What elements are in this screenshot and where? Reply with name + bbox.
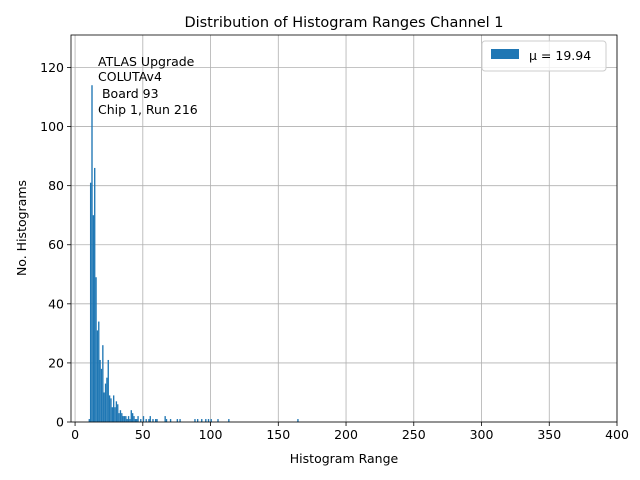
x-tick-label: 300 [470,427,494,442]
histogram-bar [126,419,128,422]
x-axis-ticks: 0 50 100 150 200 250 300 350 400 [71,422,629,442]
histogram-bar [108,395,111,422]
y-tick-label: 40 [48,296,64,311]
histogram-bar [123,416,126,422]
x-tick-label: 350 [537,427,561,442]
histogram-bar [92,215,95,422]
histogram-bar [119,410,122,422]
histogram-bar [148,419,150,422]
x-tick-label: 150 [266,427,290,442]
histogram-bar [125,416,127,422]
chart-title: Distribution of Histogram Ranges Channel… [184,15,503,31]
histogram-bar [129,419,131,422]
annotation-text: ATLAS Upgrade COLUTAv4 Board 93 Chip 1, … [98,54,198,117]
histogram-bar [122,416,124,422]
x-tick-label: 400 [605,427,629,442]
histogram-bar [127,416,130,422]
histogram-bar [100,368,103,422]
histogram-bar [133,416,135,422]
histogram-bar [89,182,92,422]
histogram-bar [107,359,109,422]
histogram-bar [210,419,212,422]
histogram-bar [106,377,108,422]
histogram-bar [176,419,179,422]
histogram-bar [98,321,100,422]
histogram-bar [205,419,207,422]
histogram-bar [103,392,105,422]
histogram-bar [96,330,99,422]
x-axis-label: Histogram Range [290,451,399,466]
annotation-line: COLUTAv4 [98,69,162,84]
histogram-bar [201,419,203,422]
histogram-bar [169,419,172,422]
histogram-bar [155,419,157,422]
histogram-bar [102,345,104,422]
plot-background [71,35,617,422]
histogram-bar [130,410,132,422]
histogram-bar [179,419,181,422]
histogram-bar [228,419,230,422]
histogram-bar [152,419,154,422]
x-tick-label: 100 [199,427,223,442]
histogram-bar [164,416,166,422]
histogram-bar [91,85,93,422]
histogram-bar [88,419,90,422]
y-tick-label: 60 [48,237,64,252]
y-axis-ticks: 0 20 40 60 80 100 120 [40,60,71,430]
histogram-bar [131,413,134,422]
y-tick-label: 20 [48,355,64,370]
histogram-bar [217,419,219,422]
histogram-bar [134,419,137,422]
histogram-bar [121,413,123,422]
histogram-bar [111,407,113,422]
histogram-bar [165,419,168,422]
histogram-bar [197,419,199,422]
histogram-bar [297,419,299,422]
annotation-line: ATLAS Upgrade [98,54,195,69]
histogram-bar [118,413,120,422]
y-tick-label: 80 [48,178,64,193]
histogram-bar [194,419,196,422]
annotation-line: Chip 1, Run 216 [98,102,198,117]
histogram-bar [115,401,118,422]
legend-box [481,40,607,72]
y-tick-label: 100 [40,119,64,134]
histogram-bar [156,419,158,422]
x-tick-label: 250 [402,427,426,442]
legend-label: μ = 19.94 [529,48,591,63]
histogram-bar [142,416,145,422]
x-tick-label: 200 [334,427,358,442]
histogram-bar [114,407,116,422]
y-tick-label: 120 [40,60,64,75]
y-axis-label: No. Histograms [14,180,29,276]
y-tick-label: 0 [56,415,64,430]
histogram-bar [149,416,151,422]
plot-frame [70,34,618,423]
x-tick-label: 0 [71,427,79,442]
histogram-bar [207,419,210,422]
histogram-bar [140,419,142,422]
histogram-bar [99,359,101,422]
annotation-line: Board 93 [98,86,159,101]
legend-swatch [491,49,519,59]
histogram-bars [88,85,299,422]
histogram-bar [136,419,138,422]
histogram-bar [113,395,115,422]
histogram-bar [94,167,96,422]
histogram-bar [117,404,119,422]
histogram-bar [95,277,97,422]
legend: μ = 19.94 [481,40,607,72]
x-tick-label: 50 [135,427,151,442]
histogram-bar [110,398,112,422]
histogram-bar [104,383,107,422]
histogram-bar [145,419,147,422]
histogram-bar [137,416,139,422]
